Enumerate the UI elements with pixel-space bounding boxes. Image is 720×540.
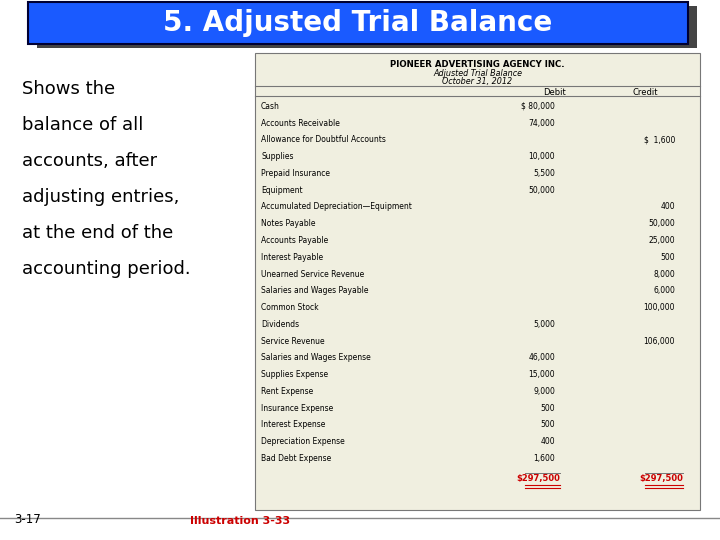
Text: accounting period.: accounting period.: [22, 260, 191, 278]
Text: PIONEER ADVERTISING AGENCY INC.: PIONEER ADVERTISING AGENCY INC.: [390, 60, 564, 69]
FancyBboxPatch shape: [255, 53, 700, 510]
Text: Service Revenue: Service Revenue: [261, 336, 325, 346]
Text: 9,000: 9,000: [533, 387, 555, 396]
Text: Accounts Receivable: Accounts Receivable: [261, 119, 340, 127]
Text: Adjusted Trial Balance: Adjusted Trial Balance: [433, 69, 522, 78]
Text: 3-17: 3-17: [14, 513, 41, 526]
Text: Cash: Cash: [261, 102, 280, 111]
Text: Supplies: Supplies: [261, 152, 294, 161]
Text: 500: 500: [541, 404, 555, 413]
Text: 500: 500: [541, 421, 555, 429]
Text: $  1,600: $ 1,600: [644, 136, 675, 144]
Text: $ 80,000: $ 80,000: [521, 102, 555, 111]
Text: 5,000: 5,000: [533, 320, 555, 329]
Text: 25,000: 25,000: [649, 236, 675, 245]
Text: 106,000: 106,000: [644, 336, 675, 346]
Text: Supplies Expense: Supplies Expense: [261, 370, 328, 379]
Text: 50,000: 50,000: [528, 186, 555, 195]
Text: accounts, after: accounts, after: [22, 152, 157, 170]
Text: Prepaid Insurance: Prepaid Insurance: [261, 169, 330, 178]
Text: 6,000: 6,000: [653, 286, 675, 295]
Text: 100,000: 100,000: [644, 303, 675, 312]
FancyBboxPatch shape: [28, 2, 688, 44]
Text: Accounts Payable: Accounts Payable: [261, 236, 328, 245]
Text: Insurance Expense: Insurance Expense: [261, 404, 333, 413]
Text: 10,000: 10,000: [528, 152, 555, 161]
Text: 1,600: 1,600: [534, 454, 555, 463]
Text: Credit: Credit: [632, 88, 658, 97]
Text: Notes Payable: Notes Payable: [261, 219, 315, 228]
Text: 400: 400: [541, 437, 555, 446]
Text: 15,000: 15,000: [528, 370, 555, 379]
Text: October 31, 2012: October 31, 2012: [442, 77, 513, 86]
Text: Interest Payable: Interest Payable: [261, 253, 323, 262]
Text: Accumulated Depreciation—Equipment: Accumulated Depreciation—Equipment: [261, 202, 412, 212]
Text: Dividends: Dividends: [261, 320, 299, 329]
Text: 8,000: 8,000: [653, 269, 675, 279]
Text: adjusting entries,: adjusting entries,: [22, 188, 179, 206]
Text: 50,000: 50,000: [648, 219, 675, 228]
Text: Common Stock: Common Stock: [261, 303, 319, 312]
Text: Bad Debt Expense: Bad Debt Expense: [261, 454, 331, 463]
Text: Salaries and Wages Payable: Salaries and Wages Payable: [261, 286, 369, 295]
Text: at the end of the: at the end of the: [22, 224, 174, 242]
Text: 500: 500: [660, 253, 675, 262]
Text: Equipment: Equipment: [261, 186, 302, 195]
Text: Interest Expense: Interest Expense: [261, 421, 325, 429]
Text: Illustration 3-33: Illustration 3-33: [190, 516, 290, 526]
Text: $297,500: $297,500: [639, 474, 683, 483]
Text: 46,000: 46,000: [528, 353, 555, 362]
Text: $297,500: $297,500: [516, 474, 560, 483]
Text: 5,500: 5,500: [533, 169, 555, 178]
Text: Depreciation Expense: Depreciation Expense: [261, 437, 345, 446]
Text: Salaries and Wages Expense: Salaries and Wages Expense: [261, 353, 371, 362]
Text: Rent Expense: Rent Expense: [261, 387, 313, 396]
Text: Shows the: Shows the: [22, 80, 115, 98]
Text: Unearned Service Revenue: Unearned Service Revenue: [261, 269, 364, 279]
Text: 74,000: 74,000: [528, 119, 555, 127]
Text: Allowance for Doubtful Accounts: Allowance for Doubtful Accounts: [261, 136, 386, 144]
Text: 5. Adjusted Trial Balance: 5. Adjusted Trial Balance: [163, 9, 553, 37]
Text: Debit: Debit: [544, 88, 567, 97]
FancyBboxPatch shape: [37, 6, 697, 48]
Text: 400: 400: [660, 202, 675, 212]
Text: balance of all: balance of all: [22, 116, 143, 134]
